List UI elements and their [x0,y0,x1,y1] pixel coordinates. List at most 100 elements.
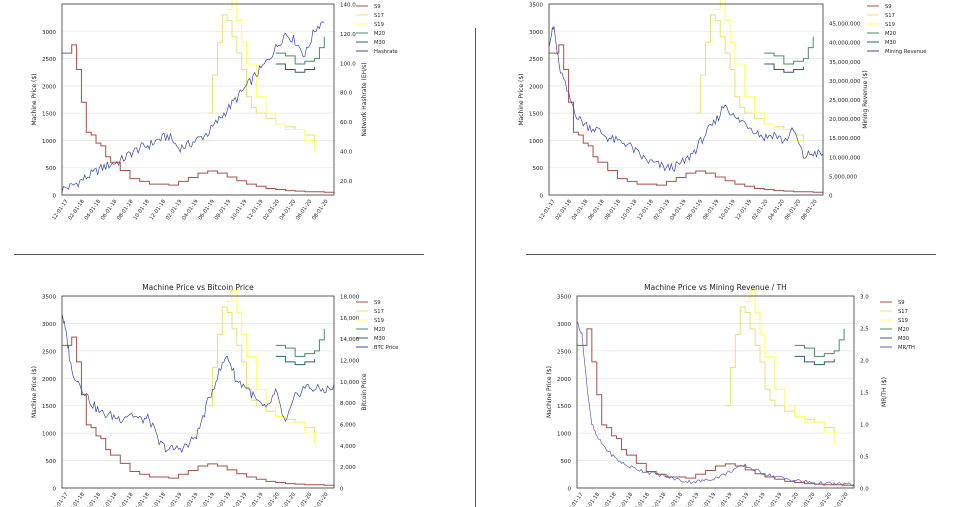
legend-label: M30 [885,40,896,46]
legend-label: S17 [374,309,384,315]
y-tick-label: 3500 [529,3,543,9]
legend-label: BTC Price [374,345,398,351]
series-line-s9 [577,328,855,486]
legend-label: S17 [885,13,895,19]
y2-tick-label: 45,000,000 [829,22,861,28]
legend-label: M30 [898,336,909,342]
x-tick-label: 12-01-17 [566,492,584,507]
legend-label: S9 [374,300,381,306]
series-line-m30 [764,63,804,73]
series-line-m20 [764,36,814,65]
legend-label: S9 [374,4,381,10]
main-series-line [61,21,325,193]
y-tick-label: 500 [46,166,57,172]
main-series-line [576,322,855,487]
legend-label: Hashrate [374,49,398,55]
series-line-m20 [275,328,325,357]
y2-axis-label: MR/TH ($) [881,377,888,407]
y2-tick-label: 3.0 [860,295,869,301]
series-line-m30 [275,63,316,73]
y-axis-label: Machine Price ($) [31,73,38,125]
y-tick-label: 1500 [529,112,543,118]
x-tick-label: 08-01-20 [311,199,329,222]
y-tick-label: 1500 [557,404,571,410]
y2-tick-label: 10,000 [340,380,360,386]
x-tick-label: 02-01-20 [262,492,280,507]
y2-tick-label: 18,000 [340,295,360,301]
x-tick-label: 08-01-19 [214,492,232,507]
y-tick-label: 500 [561,459,572,465]
plot-frame [61,295,335,489]
x-tick-label: 08-01-18 [116,492,134,507]
legend-label: M20 [374,31,385,37]
legend-label: M20 [885,31,896,37]
series-line-s19 [715,0,804,152]
plot-frame [576,295,855,489]
series-line-s19 [227,0,316,152]
x-tick-label: 08-01-20 [800,199,818,222]
y2-tick-label: 20,000,000 [829,117,861,123]
series-line-m30 [275,355,316,366]
y-tick-label: 1500 [42,112,56,118]
x-tick-label: 02-01-20 [782,492,800,507]
legend-label: S19 [374,318,384,324]
legend-label: S17 [374,13,384,19]
bitcoin-price-chart-panel: Machine Price vs Bitcoin Price 0 500 1000 15… [31,283,398,507]
x-tick-label: 02-01-19 [165,492,183,507]
y-tick-label: 1000 [557,432,571,438]
y-tick-label: 0 [53,487,57,493]
x-tick-label: 04-01-20 [279,492,297,507]
y2-tick-label: 0 [829,194,833,200]
y2-tick-label: 6,000 [340,423,356,429]
y-tick-label: 3000 [42,30,56,36]
y-axis-label: Machine Price ($) [31,366,38,418]
y-tick-label: 3000 [42,322,56,328]
x-tick-label: 12-01-19 [246,492,264,507]
y-tick-label: 3500 [42,295,56,301]
legend-label: M30 [374,336,385,342]
series-line-s9 [549,44,824,193]
series-line-m20 [275,36,325,65]
series-line-s17 [207,306,316,434]
x-tick-label: 10-01-18 [649,492,667,507]
series-line-s17 [207,14,316,141]
x-tick-label: 06-01-20 [295,492,313,507]
x-tick-label: 06-01-18 [100,492,118,507]
y2-tick-label: 8,000 [340,401,356,407]
y-tick-label: 2000 [42,377,56,383]
legend-label: S19 [374,22,384,28]
y2-tick-label: 2.5 [860,327,869,333]
plot-frame [548,3,824,196]
series-line-s9 [62,336,335,486]
y-tick-label: 500 [46,459,57,465]
x-tick-label: 10-01-19 [748,492,766,507]
y2-tick-label: 5,000,000 [829,174,857,180]
x-tick-label: 06-01-18 [616,492,634,507]
x-tick-label: 06-01-19 [197,492,215,507]
y2-tick-label: 0.5 [860,455,869,461]
vertical-divider [475,28,476,507]
y-tick-label: 3000 [529,30,543,36]
y-tick-label: 2000 [557,377,571,383]
y2-tick-label: 1.5 [860,391,869,397]
chart-title: Machine Price vs Bitcoin Price [142,283,254,292]
y2-tick-label: 25,000,000 [829,98,861,104]
y-tick-label: 3500 [557,295,571,301]
y2-axis-label: Network Hashrate (EH/s) [361,62,368,136]
y2-tick-label: 40,000,000 [829,41,861,47]
x-tick-label: 04-01-20 [798,492,816,507]
hashrate-chart-panel: 0 500 1000 1500 2000 2500 3000 20.0 40.0 60.0 80.0… [31,0,398,222]
y-axis-label: Machine Price ($) [518,73,525,125]
y2-tick-label: 12,000 [340,359,360,365]
y2-tick-label: 20.0 [340,179,353,185]
y-tick-label: 2500 [42,349,56,355]
series-line-s19 [227,290,316,445]
series-line-s9 [62,44,335,193]
main-series-line [61,314,335,454]
y2-axis-label: Mining Revenue ($) [862,70,869,128]
legend-label: M20 [898,327,909,333]
y2-tick-label: 15,000,000 [829,136,861,142]
y2-tick-label: 16,000 [340,316,360,322]
y2-axis-label: Bitcoin Price [361,373,368,410]
